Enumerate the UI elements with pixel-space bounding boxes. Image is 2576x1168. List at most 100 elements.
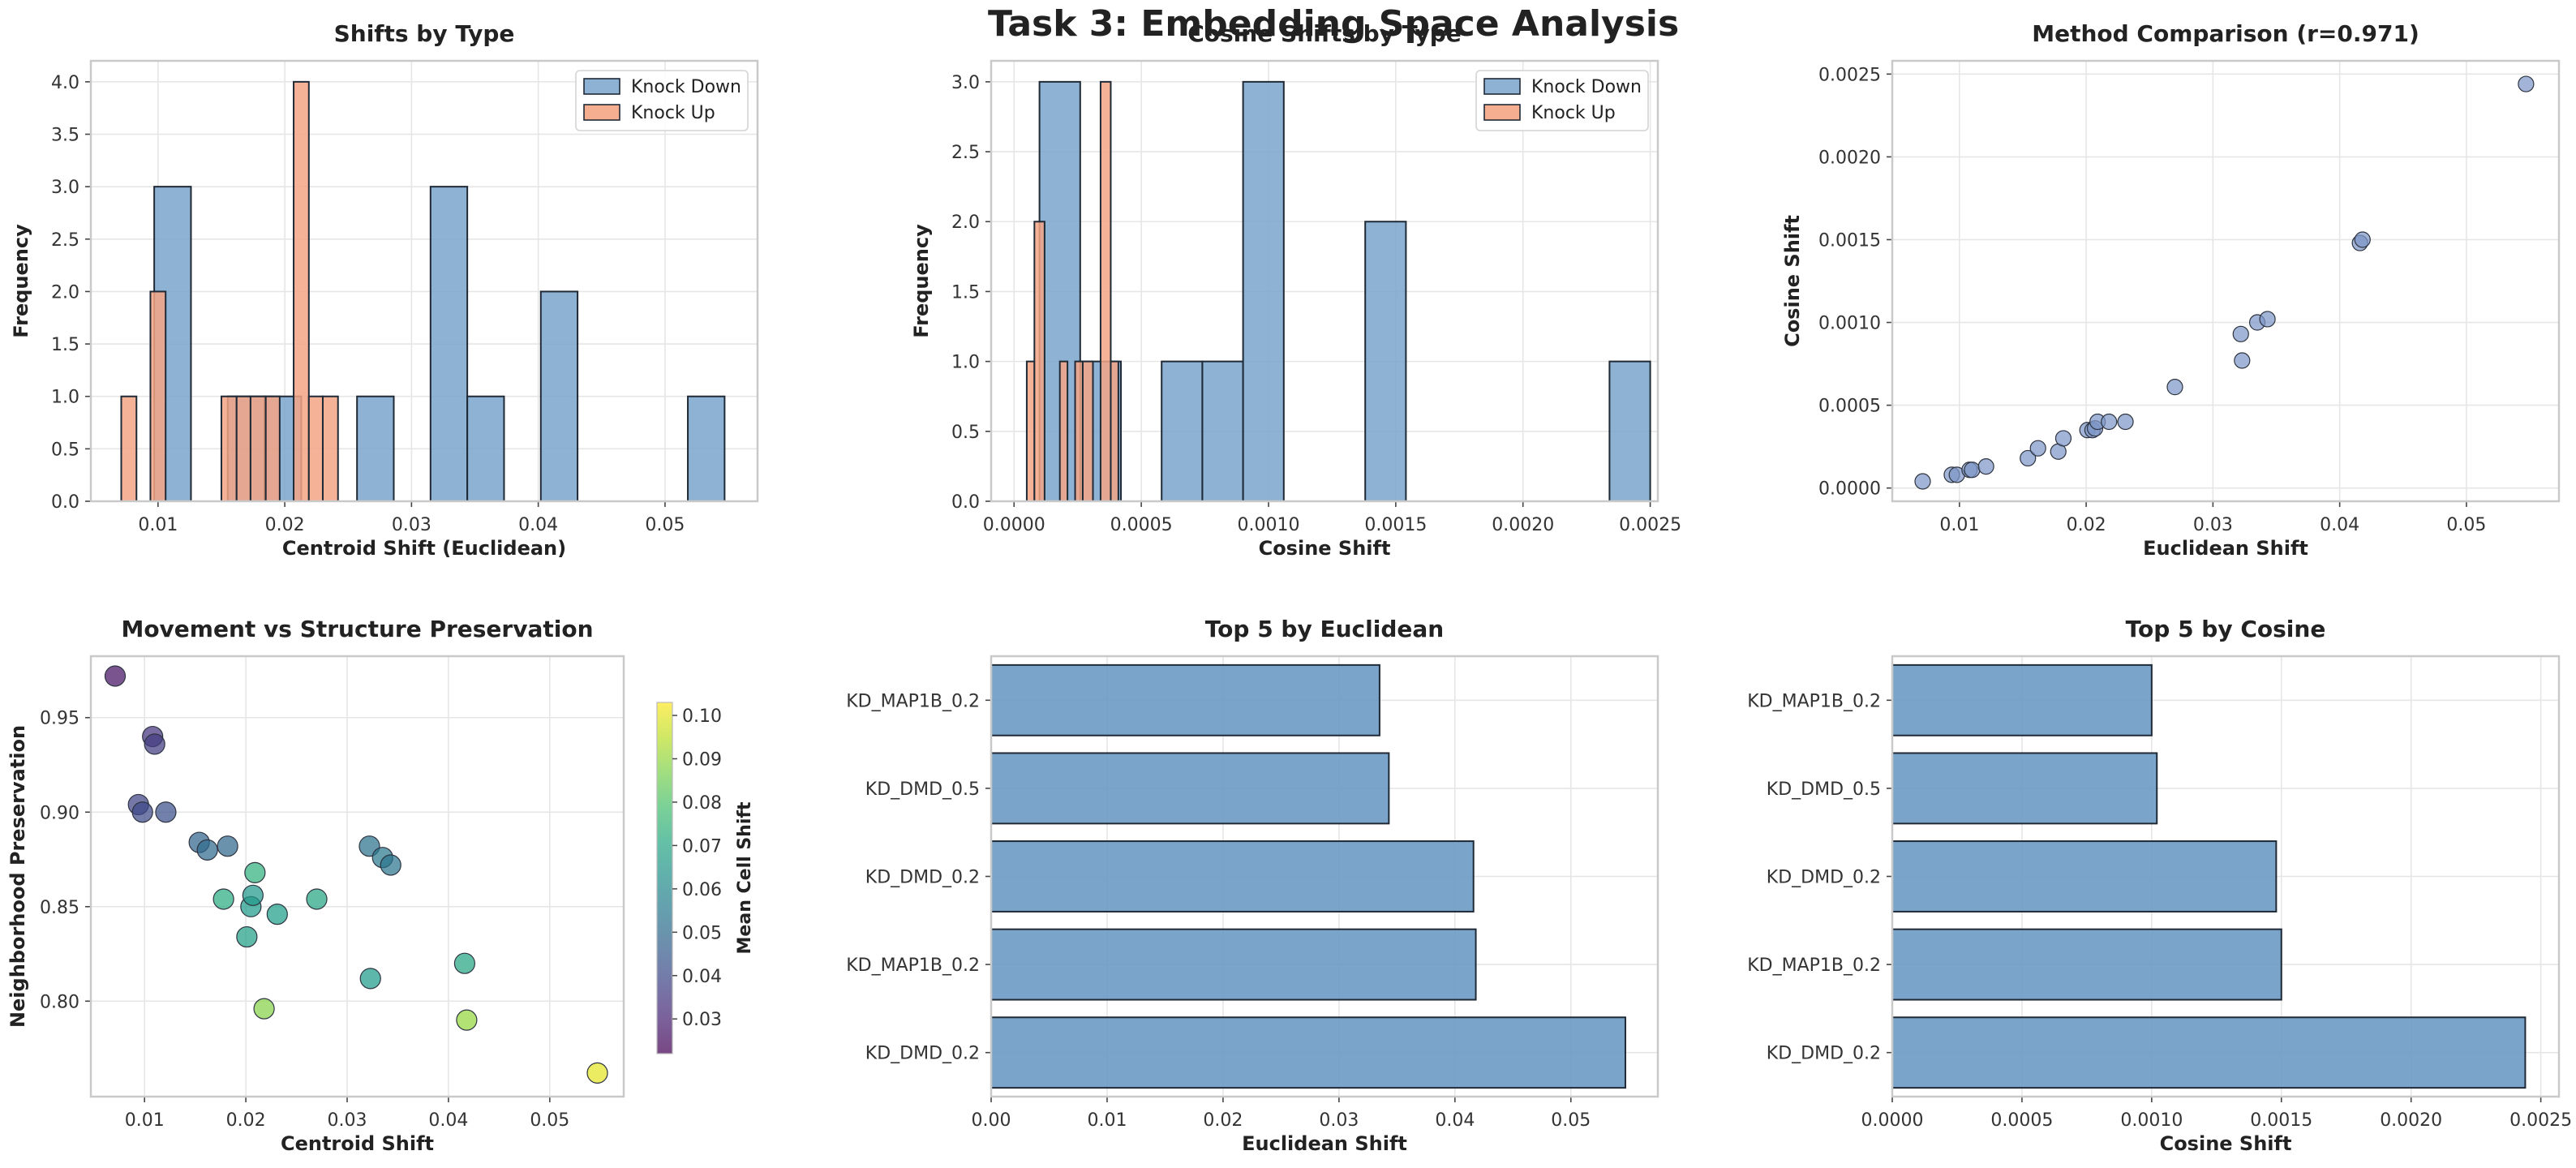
x-axis-label: Cosine Shift: [1259, 537, 1391, 560]
scatter-point: [380, 854, 401, 876]
chart-method-comparison: 0.01 0.02 0.03 0.04 0.05 0.0000 0.0005 0.0010 0.…: [1781, 20, 2561, 560]
histogram-bar-knock-down: [429, 186, 469, 502]
legend-swatch-knock-up: [1483, 104, 1521, 121]
legend-label: Knock Up: [1531, 103, 1616, 123]
x-tick-label: 0.04: [1435, 1110, 1475, 1131]
histogram-bar-knock-up: [307, 395, 324, 503]
y-tick-label: 0.5: [951, 423, 980, 443]
category-label: KD_MAP1B_0.2: [1747, 955, 1881, 976]
colorbar-tick-label: 0.05: [682, 923, 722, 943]
scatter-point: [2029, 440, 2046, 457]
y-tick-label: 0.90: [40, 803, 79, 823]
scatter-point: [266, 904, 288, 925]
plot-area: [91, 656, 624, 1097]
histogram-bar-knock-up: [1099, 80, 1112, 503]
bar: [1891, 1016, 2527, 1089]
x-axis-label: Centroid Shift: [281, 1132, 434, 1155]
bar: [1891, 752, 2158, 825]
scatter-point: [196, 839, 218, 861]
x-axis-label: Euclidean Shift: [1242, 1132, 1407, 1155]
category-label: KD_DMD_0.5: [865, 779, 980, 800]
y-tick-label: 0.80: [40, 992, 79, 1012]
category-label: KD_DMD_0.2: [1767, 1044, 1881, 1064]
x-tick-label: 0.05: [2446, 515, 2486, 535]
y-tick-label: 2.0: [951, 213, 980, 233]
chart-movement-vs-structure: 0.01 0.02 0.03 0.04 0.05 0.80 0.85 0.90 0.95 Move…: [6, 616, 755, 1155]
scatter-point: [2166, 379, 2183, 396]
panel-title: Method Comparison (r=0.971): [2032, 20, 2419, 47]
x-tick-label: 0.01: [125, 1110, 165, 1131]
legend-swatch-knock-down: [1483, 78, 1521, 95]
histogram-bar-knock-up: [1081, 360, 1094, 502]
x-axis-label: Euclidean Shift: [2143, 537, 2308, 560]
y-axis-label: Neighborhood Preservation: [6, 725, 29, 1028]
x-tick-label: 0.03: [328, 1110, 367, 1131]
colorbar-tick-label: 0.09: [682, 749, 722, 770]
scatter-point: [306, 888, 328, 910]
scatter-point: [456, 1009, 478, 1031]
axes-spines: [89, 59, 759, 503]
histogram-bar-knock-down: [1608, 360, 1651, 502]
chart-cosine-shifts-by-type: 0.0000 0.0005 0.0010 0.0015 0.0020 0.0025 0.0 0…: [910, 20, 1681, 560]
y-tick-label: 0.0010: [1818, 314, 1881, 334]
histogram-bar-knock-down: [1201, 360, 1244, 502]
y-tick-label: 0.0000: [1818, 479, 1881, 500]
bar: [990, 663, 1380, 736]
histogram-bar-knock-up: [149, 290, 167, 502]
scatter-point: [242, 884, 264, 906]
histogram-bar-knock-down: [687, 395, 726, 503]
panel-title: Movement vs Structure Preservation: [121, 616, 593, 642]
bar: [990, 928, 1477, 1001]
x-tick-label: 0.03: [2193, 515, 2233, 535]
x-tick-label: 0.01: [1939, 515, 1979, 535]
scatter-point: [213, 888, 234, 910]
scatter-point: [1977, 458, 1994, 475]
y-tick-label: 0.85: [40, 898, 79, 918]
chart-shifts-by-type: 0.01 0.02 0.03 0.04 0.05 0.0 0.5 1.0 1.5 2.0 2.5 3.…: [10, 20, 759, 560]
y-tick-label: 0.95: [40, 709, 79, 729]
scatter-point: [131, 801, 153, 823]
colorbar-tick-label: 0.10: [682, 706, 722, 727]
colorbar-tick-label: 0.03: [682, 1010, 722, 1030]
y-tick-label: 1.5: [51, 335, 79, 355]
y-tick-label: 1.0: [951, 353, 980, 373]
panel-title: Shifts by Type: [334, 20, 515, 47]
category-label: KD_DMD_0.2: [1767, 868, 1881, 888]
category-label: KD_MAP1B_0.2: [1747, 691, 1881, 711]
scatter-point: [2020, 449, 2037, 467]
y-tick-label: 1.0: [51, 388, 79, 408]
y-axis-label: Cosine Shift: [1781, 215, 1804, 347]
x-tick-label: 0.02: [2067, 515, 2106, 535]
scatter-point: [2054, 430, 2072, 447]
x-tick-label: 0.0010: [2120, 1110, 2183, 1131]
x-tick-label: 0.03: [1319, 1110, 1359, 1131]
x-tick-label: 0.00: [972, 1110, 1011, 1131]
legend-label: Knock Down: [1531, 77, 1642, 97]
x-tick-label: 0.02: [226, 1110, 266, 1131]
y-tick-label: 0.0: [951, 492, 980, 513]
y-tick-label: 4.0: [51, 73, 79, 93]
colorbar: [656, 702, 673, 1054]
axes-spines: [990, 655, 1659, 1098]
y-tick-label: 3.5: [51, 126, 79, 146]
colorbar-tick-label: 0.04: [682, 967, 722, 987]
plot-area: [1892, 61, 2559, 501]
scatter-point: [359, 968, 381, 990]
x-axis-label: Cosine Shift: [2160, 1132, 2292, 1155]
scatter-point: [2232, 325, 2249, 342]
bar: [990, 1016, 1626, 1089]
x-tick-label: 0.04: [518, 515, 558, 535]
scatter-point: [2259, 311, 2276, 328]
chart-top5-cosine: 0.0000 0.0005 0.0010 0.0015 0.0020 0.0025 KD_M…: [1747, 616, 2572, 1155]
x-tick-label: 0.0005: [1110, 515, 1173, 535]
category-label: KD_DMD_0.5: [1767, 779, 1881, 800]
x-tick-label: 0.0010: [1237, 515, 1299, 535]
scatter-point: [253, 998, 275, 1020]
scatter-point: [104, 665, 127, 687]
histogram-bar-knock-up: [1110, 360, 1119, 502]
y-tick-label: 2.5: [951, 143, 980, 163]
histogram-bar-knock-up: [321, 395, 339, 503]
scatter-point: [586, 1062, 608, 1084]
